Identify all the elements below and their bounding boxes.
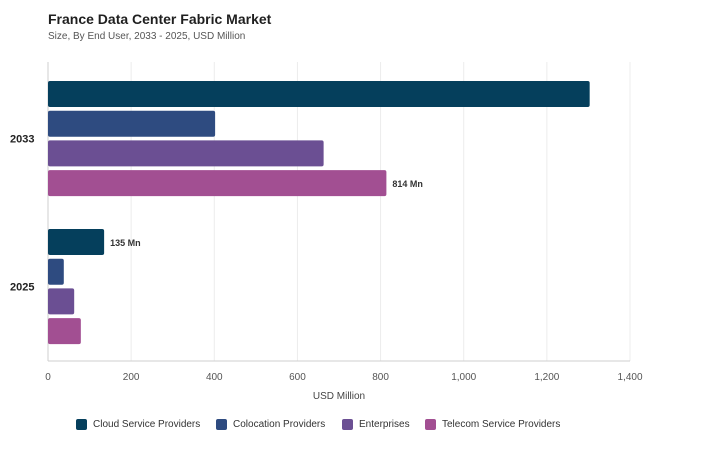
bar-cloud-service-providers-2033 bbox=[48, 81, 590, 107]
x-tick-label: 1,200 bbox=[534, 372, 559, 383]
bar-telecom-service-providers-2025 bbox=[48, 318, 81, 345]
chart-legend: Cloud Service Providers Colocation Provid… bbox=[0, 419, 719, 437]
chart-title: France Data Center Fabric Market bbox=[48, 11, 272, 27]
x-axis-title: USD Million bbox=[313, 391, 365, 402]
bar-enterprises-2025 bbox=[48, 288, 75, 315]
legend-label: Colocation Providers bbox=[233, 419, 326, 430]
x-tick-label: 800 bbox=[372, 372, 389, 383]
x-tick-label: 0 bbox=[45, 372, 51, 383]
x-tick-label: 400 bbox=[206, 372, 223, 383]
bar-colocation-providers-2025 bbox=[48, 258, 64, 285]
x-tick-label: 1,400 bbox=[617, 372, 642, 383]
legend-item-colocation-providers: Colocation Providers bbox=[216, 419, 325, 430]
legend-swatch bbox=[425, 419, 436, 430]
bar-cloud-service-providers-2025 bbox=[48, 229, 105, 255]
x-tick-label: 600 bbox=[289, 372, 306, 383]
data-label: 814 Mn bbox=[392, 179, 423, 189]
legend-swatch bbox=[76, 419, 87, 430]
legend-item-cloud-service-providers: Cloud Service Providers bbox=[76, 419, 200, 430]
legend-label: Telecom Service Providers bbox=[442, 419, 561, 430]
chart-subtitle: Size, By End User, 2033 - 2025, USD Mill… bbox=[48, 31, 246, 42]
legend-swatch bbox=[342, 419, 353, 430]
bar-telecom-service-providers-2033 bbox=[48, 170, 387, 197]
x-tick-label: 200 bbox=[123, 372, 140, 383]
category-label-2033: 2033 bbox=[10, 134, 34, 146]
legend-item-telecom-service-providers: Telecom Service Providers bbox=[425, 419, 560, 430]
legend-item-enterprises: Enterprises bbox=[342, 419, 410, 430]
data-label: 135 Mn bbox=[110, 238, 141, 248]
category-label-2025: 2025 bbox=[10, 282, 34, 294]
legend-swatch bbox=[216, 419, 227, 430]
bar-colocation-providers-2033 bbox=[48, 110, 216, 137]
bar-enterprises-2033 bbox=[48, 140, 324, 167]
legend-label: Enterprises bbox=[359, 419, 410, 430]
legend-label: Cloud Service Providers bbox=[93, 419, 201, 430]
x-tick-label: 1,000 bbox=[451, 372, 476, 383]
